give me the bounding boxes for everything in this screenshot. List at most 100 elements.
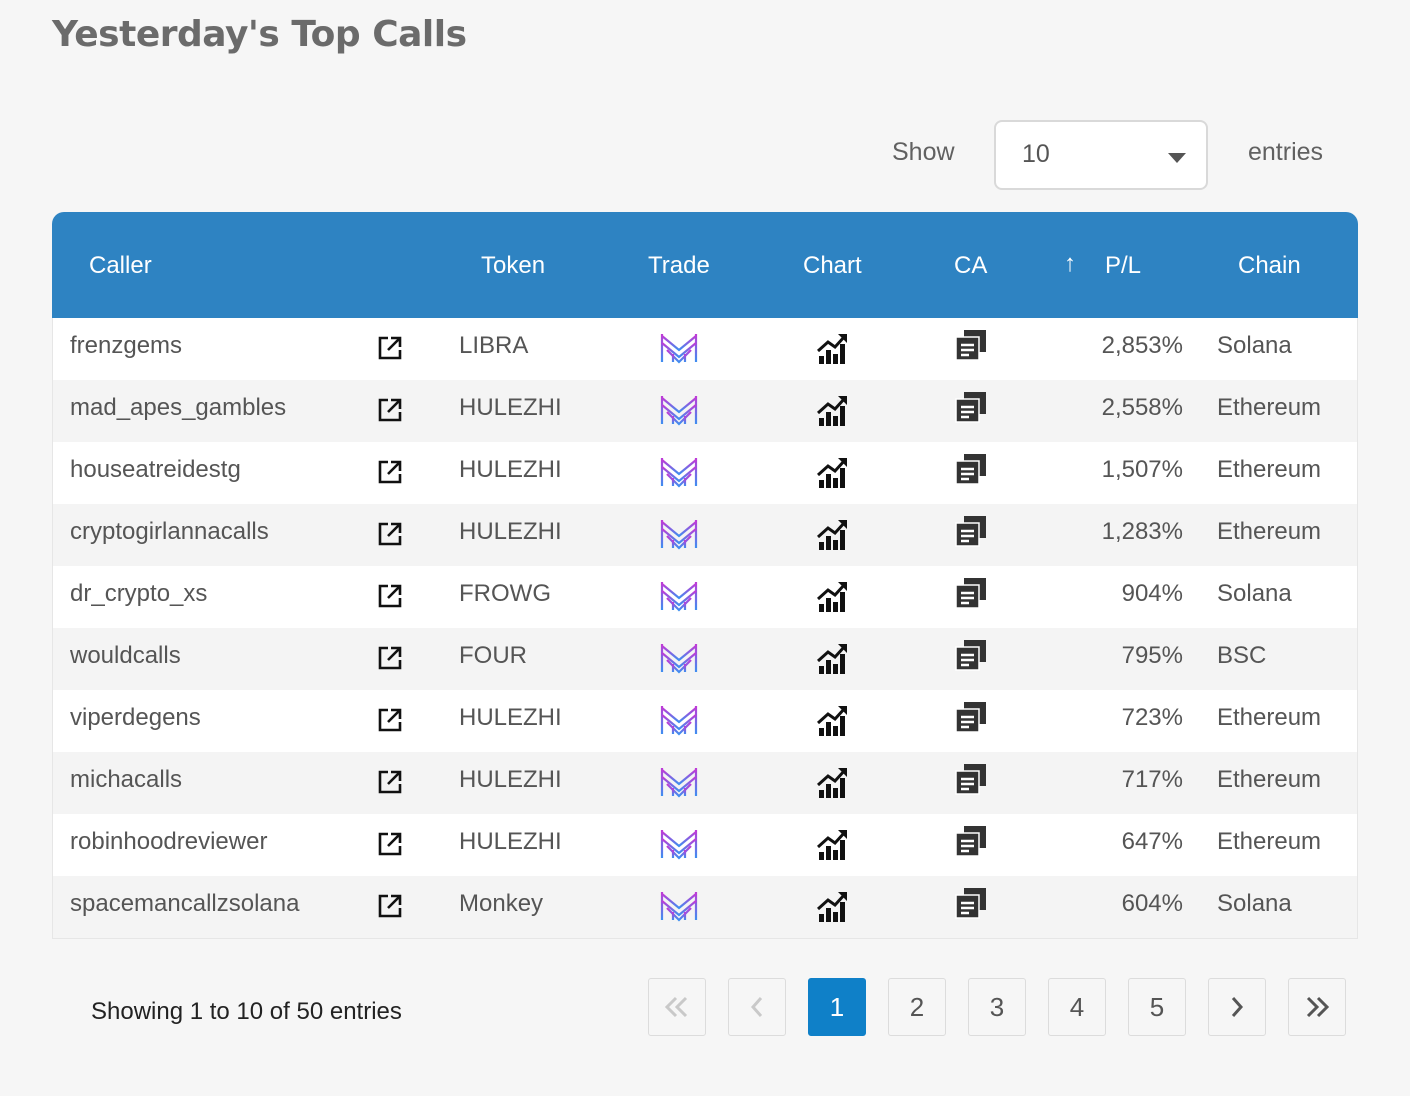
copy-icon[interactable] xyxy=(955,763,987,795)
token-name: Monkey xyxy=(459,890,544,917)
header-trade[interactable]: Trade xyxy=(648,252,710,279)
token-name: LIBRA xyxy=(459,332,529,359)
token-name: HULEZHI xyxy=(459,394,562,421)
chart-icon[interactable] xyxy=(816,889,849,923)
page-2-button[interactable]: 2 xyxy=(888,978,946,1036)
external-link-icon[interactable] xyxy=(377,397,403,423)
copy-icon[interactable] xyxy=(955,701,987,733)
caller-name: dr_crypto_xs xyxy=(70,580,208,607)
profit-loss-value: 1,283% xyxy=(1101,518,1183,545)
chain-name: Solana xyxy=(1217,890,1292,917)
chain-name: Solana xyxy=(1217,332,1292,359)
trade-logo-icon[interactable] xyxy=(659,764,699,800)
profit-loss-value: 647% xyxy=(1121,828,1183,855)
chart-icon[interactable] xyxy=(816,393,849,427)
trade-logo-icon[interactable] xyxy=(659,330,699,366)
header-pl[interactable]: P/L xyxy=(1105,252,1142,279)
copy-icon[interactable] xyxy=(955,453,987,485)
copy-icon[interactable] xyxy=(955,639,987,671)
top-calls-table: Caller Token Trade Chart CA ↑ P/L Chain … xyxy=(52,212,1358,939)
token-name: HULEZHI xyxy=(459,456,562,483)
token-name: HULEZHI xyxy=(459,766,562,793)
copy-icon[interactable] xyxy=(955,515,987,547)
external-link-icon[interactable] xyxy=(377,831,403,857)
chain-name: Ethereum xyxy=(1217,456,1322,483)
page-5-button[interactable]: 5 xyxy=(1128,978,1186,1036)
external-link-icon[interactable] xyxy=(377,521,403,547)
caller-name: frenzgems xyxy=(70,332,183,359)
entries-per-page-select[interactable]: 10 xyxy=(994,120,1208,190)
table-row: cryptogirlannacalls HULEZHI 1,283% Ethereum xyxy=(53,504,1357,566)
chart-icon[interactable] xyxy=(816,641,849,675)
external-link-icon[interactable] xyxy=(377,707,403,733)
header-ca[interactable]: CA xyxy=(954,252,988,279)
page-3-button[interactable]: 3 xyxy=(968,978,1026,1036)
chain-name: Ethereum xyxy=(1217,394,1322,421)
table-row: spacemancallzsolana Monkey 604% Solana xyxy=(53,876,1357,938)
profit-loss-value: 723% xyxy=(1121,704,1183,731)
table-info: Showing 1 to 10 of 50 entries xyxy=(91,998,402,1025)
token-name: FOUR xyxy=(459,642,527,669)
external-link-icon[interactable] xyxy=(377,335,403,361)
caller-name: robinhoodreviewer xyxy=(70,828,268,855)
trade-logo-icon[interactable] xyxy=(659,578,699,614)
header-token[interactable]: Token xyxy=(481,252,546,279)
chart-icon[interactable] xyxy=(816,827,849,861)
trade-logo-icon[interactable] xyxy=(659,702,699,738)
caller-name: michacalls xyxy=(70,766,183,793)
trade-logo-icon[interactable] xyxy=(659,640,699,676)
chevron-left-icon[interactable] xyxy=(728,978,786,1036)
header-caller[interactable]: Caller xyxy=(89,252,152,279)
chain-name: Ethereum xyxy=(1217,828,1322,855)
chain-name: Ethereum xyxy=(1217,518,1322,545)
chain-name: Solana xyxy=(1217,580,1292,607)
table-row: wouldcalls FOUR 795% BSC xyxy=(53,628,1357,690)
page-4-button[interactable]: 4 xyxy=(1048,978,1106,1036)
token-name: FROWG xyxy=(459,580,551,607)
trade-logo-icon[interactable] xyxy=(659,392,699,428)
chevron-right-icon[interactable] xyxy=(1208,978,1266,1036)
table-body: frenzgems LIBRA 2,853% Solana mad_apes_gambl… xyxy=(52,318,1358,939)
copy-icon[interactable] xyxy=(955,391,987,423)
copy-icon[interactable] xyxy=(955,577,987,609)
copy-icon[interactable] xyxy=(955,825,987,857)
external-link-icon[interactable] xyxy=(377,769,403,795)
caller-name: spacemancallzsolana xyxy=(70,890,300,917)
copy-icon[interactable] xyxy=(955,887,987,919)
entries-select-value: 10 xyxy=(1022,140,1050,168)
profit-loss-value: 2,853% xyxy=(1101,332,1183,359)
trade-logo-icon[interactable] xyxy=(659,826,699,862)
token-name: HULEZHI xyxy=(459,518,562,545)
external-link-icon[interactable] xyxy=(377,459,403,485)
page-1-button[interactable]: 1 xyxy=(808,978,866,1036)
profit-loss-value: 795% xyxy=(1121,642,1183,669)
chain-name: Ethereum xyxy=(1217,704,1322,731)
chain-name: BSC xyxy=(1217,642,1267,669)
chart-icon[interactable] xyxy=(816,703,849,737)
trade-logo-icon[interactable] xyxy=(659,888,699,924)
double-chevron-right-icon[interactable] xyxy=(1288,978,1346,1036)
trade-logo-icon[interactable] xyxy=(659,516,699,552)
table-row: dr_crypto_xs FROWG 904% Solana xyxy=(53,566,1357,628)
caller-name: houseatreidestg xyxy=(70,456,241,483)
table-row: viperdegens HULEZHI 723% Ethereum xyxy=(53,690,1357,752)
external-link-icon[interactable] xyxy=(377,645,403,671)
chart-icon[interactable] xyxy=(816,517,849,551)
caller-name: wouldcalls xyxy=(70,642,181,669)
chart-icon[interactable] xyxy=(816,331,849,365)
external-link-icon[interactable] xyxy=(377,583,403,609)
header-chart[interactable]: Chart xyxy=(803,252,862,279)
chart-icon[interactable] xyxy=(816,579,849,613)
chart-icon[interactable] xyxy=(816,455,849,489)
arrow-up-icon[interactable]: ↑ xyxy=(1064,250,1076,277)
chart-icon[interactable] xyxy=(816,765,849,799)
external-link-icon[interactable] xyxy=(377,893,403,919)
double-chevron-left-icon[interactable] xyxy=(648,978,706,1036)
copy-icon[interactable] xyxy=(955,329,987,361)
profit-loss-value: 904% xyxy=(1121,580,1183,607)
profit-loss-value: 717% xyxy=(1121,766,1183,793)
table-row: mad_apes_gambles HULEZHI 2,558% Ethereum xyxy=(53,380,1357,442)
header-chain[interactable]: Chain xyxy=(1238,252,1301,279)
trade-logo-icon[interactable] xyxy=(659,454,699,490)
token-name: HULEZHI xyxy=(459,704,562,731)
